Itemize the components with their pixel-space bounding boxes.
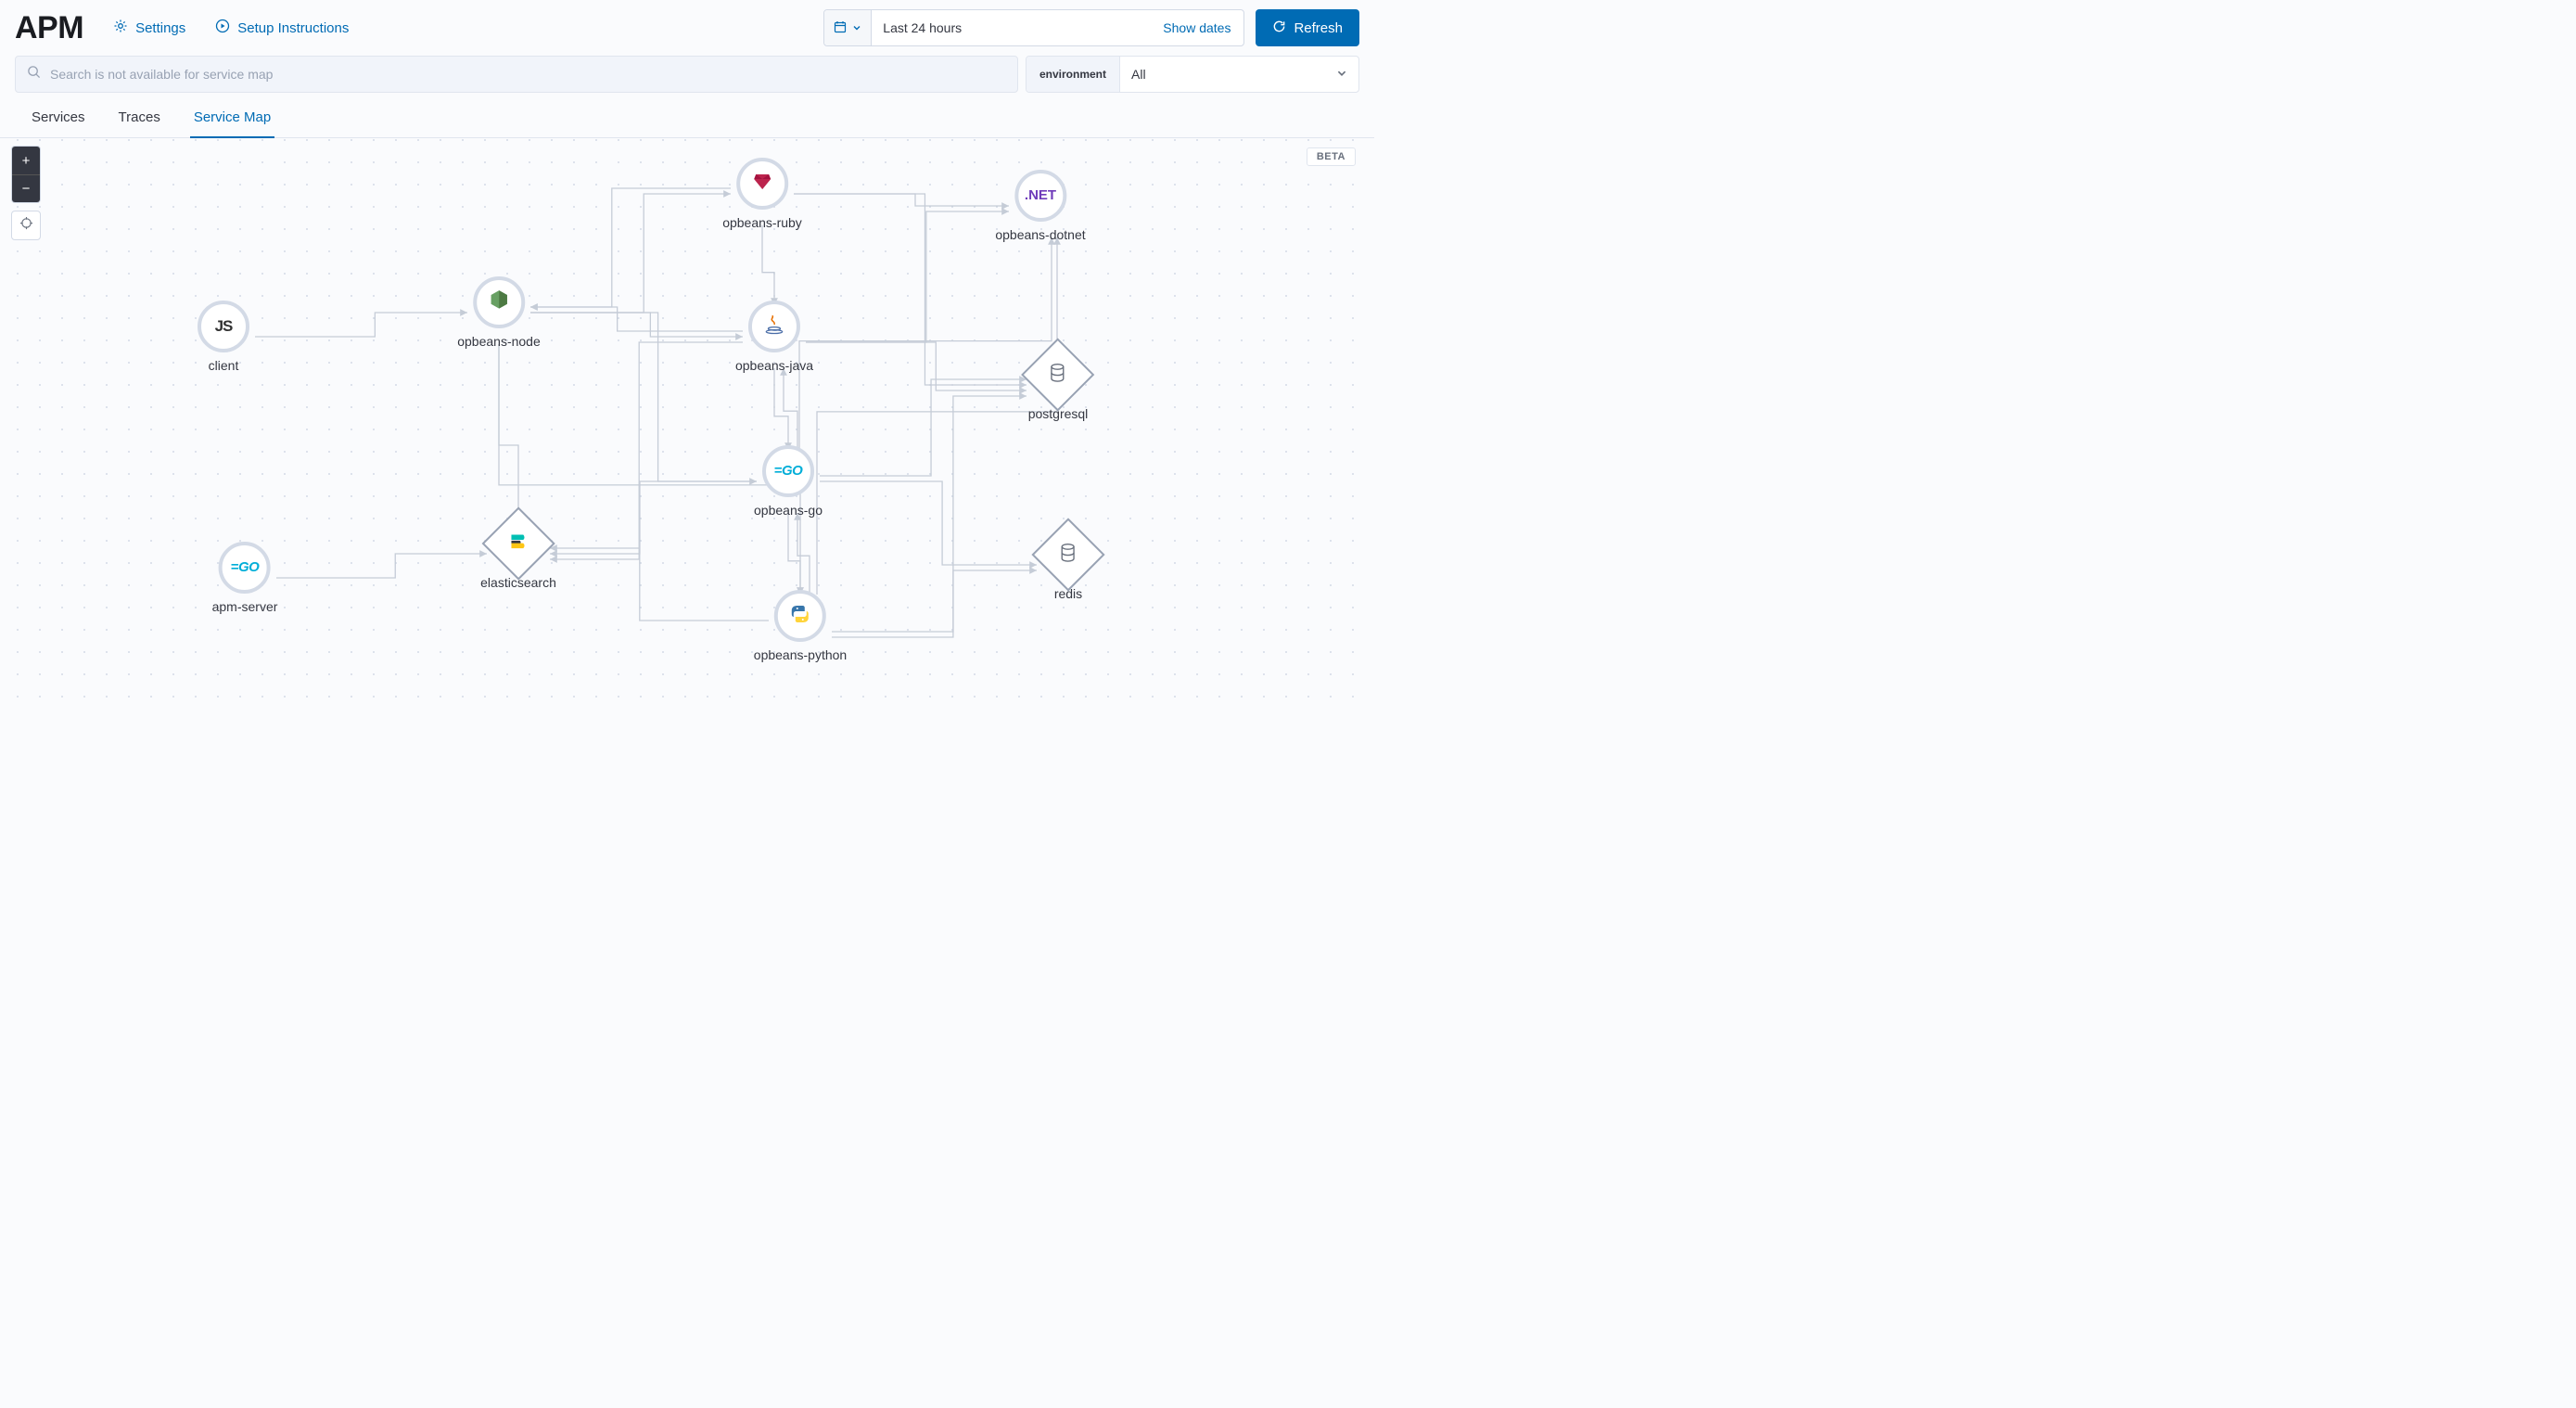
- plus-icon: +: [22, 153, 31, 169]
- edge-opbeans-python-elasticsearch: [550, 548, 769, 621]
- search-icon: [27, 65, 41, 83]
- zoom-out-button[interactable]: −: [12, 174, 40, 202]
- node-client[interactable]: JS client: [198, 301, 249, 373]
- ruby-icon: [736, 158, 788, 210]
- edge-opbeans-go-opbeans-python: [788, 513, 800, 595]
- db-icon: [1021, 338, 1094, 411]
- edge-opbeans-python-redis: [832, 570, 1037, 632]
- node-apm-server[interactable]: =GO apm-server: [212, 542, 278, 614]
- edge-opbeans-node-opbeans-java: [530, 313, 743, 337]
- edge-opbeans-ruby-postgresql: [794, 194, 1027, 385]
- edge-opbeans-java-elasticsearch: [550, 342, 743, 559]
- edge-opbeans-go-opbeans-java: [784, 368, 797, 450]
- crosshair-icon: [19, 216, 33, 235]
- date-quick-select-button[interactable]: [824, 10, 872, 45]
- es-icon: [481, 506, 555, 580]
- zoom-controls: + −: [11, 146, 41, 240]
- edge-opbeans-go-redis: [820, 481, 1037, 565]
- minus-icon: −: [22, 181, 31, 197]
- edge-opbeans-go-opbeans-dotnet: [799, 237, 1052, 450]
- tab-servicemap[interactable]: Service Map: [190, 109, 274, 138]
- tab-services[interactable]: Services: [28, 109, 89, 137]
- java-icon: [748, 301, 800, 352]
- search-placeholder: Search is not available for service map: [50, 67, 273, 82]
- settings-link[interactable]: Settings: [113, 19, 185, 37]
- setup-instructions-link[interactable]: Setup Instructions: [215, 19, 349, 37]
- edge-opbeans-go-elasticsearch: [550, 481, 757, 554]
- node-redis[interactable]: redis: [1042, 529, 1094, 601]
- edges-layer: [0, 138, 1374, 706]
- date-range-text[interactable]: Last 24 hours: [872, 10, 1150, 45]
- refresh-button[interactable]: Refresh: [1256, 9, 1359, 46]
- tabs: Services Traces Service Map: [0, 93, 1374, 138]
- node-opbeans-python[interactable]: opbeans-python: [754, 590, 847, 662]
- zoom-pair: + −: [11, 146, 41, 203]
- refresh-icon: [1272, 19, 1286, 37]
- go-icon: =GO: [762, 445, 814, 497]
- edge-opbeans-ruby-opbeans-dotnet: [794, 194, 1009, 206]
- zoom-in-button[interactable]: +: [12, 147, 40, 174]
- search-input-disabled: Search is not available for service map: [15, 56, 1018, 93]
- edge-opbeans-java-opbeans-go: [774, 368, 788, 450]
- page-title: APM: [15, 10, 83, 46]
- recenter-button[interactable]: [11, 211, 41, 240]
- edge-opbeans-java-opbeans-node: [530, 307, 743, 331]
- node-label: opbeans-java: [735, 358, 813, 373]
- node-label: client: [209, 358, 239, 373]
- edge-opbeans-java-opbeans-dotnet: [806, 211, 1009, 342]
- node-opbeans-node[interactable]: opbeans-node: [457, 276, 541, 349]
- node-label: opbeans-go: [754, 503, 823, 518]
- edge-opbeans-python-opbeans-go: [797, 513, 810, 595]
- setup-label: Setup Instructions: [237, 20, 349, 36]
- calendar-icon: [834, 20, 847, 36]
- header-right: Last 24 hours Show dates Refresh: [823, 9, 1359, 46]
- node-label: opbeans-node: [457, 334, 541, 349]
- chevron-down-icon: [1336, 67, 1347, 82]
- node-label: opbeans-python: [754, 647, 847, 662]
- python-icon: [774, 590, 826, 642]
- node-elasticsearch[interactable]: elasticsearch: [480, 518, 556, 590]
- gear-icon: [113, 19, 128, 37]
- refresh-label: Refresh: [1294, 20, 1343, 36]
- edge-opbeans-go-postgresql: [820, 379, 1027, 476]
- edge-opbeans-node-opbeans-go: [530, 313, 757, 481]
- node-opbeans-java[interactable]: opbeans-java: [735, 301, 813, 373]
- edge-opbeans-python-opbeans-dotnet: [817, 237, 1057, 595]
- filter-row: Search is not available for service map …: [0, 56, 1374, 93]
- page-header: APM Settings Setup Instructions Last 24 …: [0, 0, 1374, 56]
- node-opbeans-dotnet[interactable]: .NET opbeans-dotnet: [995, 170, 1085, 242]
- beta-badge: BETA: [1307, 147, 1356, 166]
- show-dates-link[interactable]: Show dates: [1150, 10, 1243, 45]
- dotnet-icon: .NET: [1014, 170, 1066, 222]
- play-icon: [215, 19, 230, 37]
- environment-label: environment: [1027, 57, 1120, 92]
- environment-select[interactable]: All: [1120, 57, 1358, 92]
- node-opbeans-go[interactable]: =GO opbeans-go: [754, 445, 823, 518]
- chevron-down-icon: [852, 20, 861, 35]
- edge-opbeans-python-postgresql: [832, 396, 1027, 637]
- node-label: opbeans-dotnet: [995, 227, 1085, 242]
- tab-traces[interactable]: Traces: [115, 109, 164, 137]
- js-icon: JS: [198, 301, 249, 352]
- db-icon: [1031, 518, 1104, 591]
- environment-value: All: [1131, 67, 1146, 82]
- edge-client-opbeans-node: [255, 313, 467, 337]
- edge-opbeans-ruby-opbeans-java: [762, 225, 774, 305]
- node-icon: [473, 276, 525, 328]
- node-opbeans-ruby[interactable]: opbeans-ruby: [722, 158, 802, 230]
- settings-label: Settings: [135, 20, 185, 36]
- node-label: opbeans-ruby: [722, 215, 802, 230]
- edge-opbeans-java-postgresql: [806, 342, 1027, 390]
- edge-opbeans-ruby-opbeans-node: [530, 188, 731, 307]
- edge-apm-server-elasticsearch: [276, 554, 487, 578]
- date-picker: Last 24 hours Show dates: [823, 9, 1244, 46]
- environment-picker: environment All: [1026, 56, 1359, 93]
- node-label: apm-server: [212, 599, 278, 614]
- go-icon: =GO: [219, 542, 271, 594]
- service-map-canvas[interactable]: BETA + − JS client =GO apm-server opbeans-no…: [0, 138, 1374, 706]
- edge-opbeans-node-opbeans-ruby: [530, 194, 731, 313]
- edge-opbeans-node-elasticsearch: [499, 344, 518, 522]
- node-postgresql[interactable]: postgresql: [1028, 349, 1089, 421]
